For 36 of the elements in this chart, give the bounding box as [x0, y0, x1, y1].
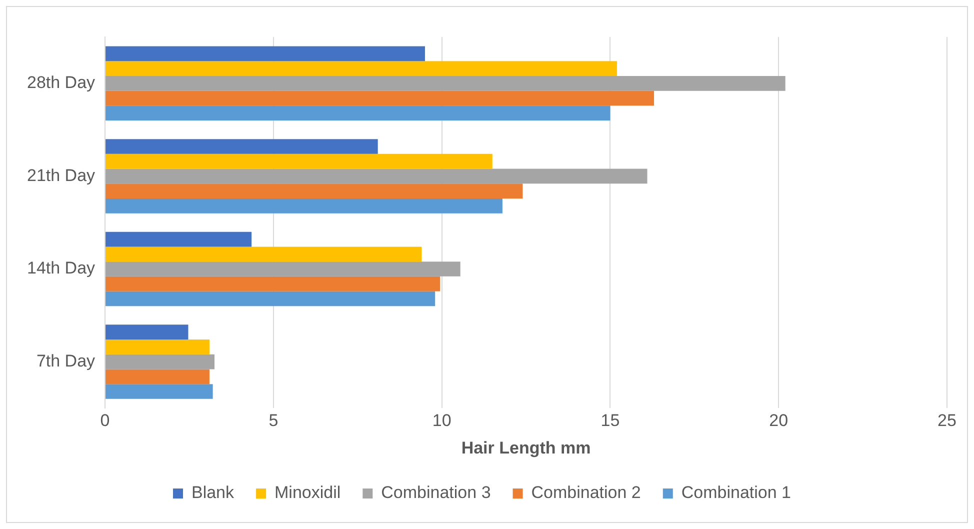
bar — [106, 354, 214, 370]
bar — [106, 246, 422, 262]
bar — [106, 291, 436, 306]
bar — [106, 384, 213, 399]
legend-label: Blank — [191, 483, 235, 502]
x-tick-label: 10 — [432, 411, 452, 430]
bar — [106, 369, 210, 384]
bar — [106, 340, 210, 354]
y-tick-label: 14th Day — [26, 258, 96, 278]
x-tick-label: 25 — [938, 411, 956, 430]
bar — [106, 106, 610, 121]
bar — [106, 154, 492, 169]
x-tick-label: 5 — [268, 411, 278, 430]
legend-label: Combination 3 — [381, 483, 491, 502]
y-tick-label: 7th Day — [36, 351, 96, 370]
bar — [106, 76, 786, 91]
legend-label: Combination 2 — [531, 483, 641, 502]
legend-label: Combination 1 — [681, 483, 792, 502]
bar — [106, 262, 460, 276]
legend-label: Minoxidil — [274, 483, 341, 502]
bar — [106, 324, 188, 340]
x-tick-label: 20 — [769, 411, 788, 430]
y-tick-label: 21th Day — [26, 166, 96, 185]
bar — [106, 232, 252, 247]
bar — [106, 90, 654, 106]
x-axis-title: Hair Length mm — [461, 438, 591, 458]
bar — [106, 276, 440, 292]
x-tick-label: 15 — [600, 411, 620, 430]
bar — [106, 61, 617, 76]
bar — [106, 46, 425, 62]
bar — [106, 168, 648, 184]
x-tick-label: 0 — [100, 411, 110, 430]
bar — [106, 198, 502, 214]
bar — [106, 139, 378, 154]
y-tick-label: 28th Day — [26, 73, 96, 92]
bar — [106, 184, 523, 198]
